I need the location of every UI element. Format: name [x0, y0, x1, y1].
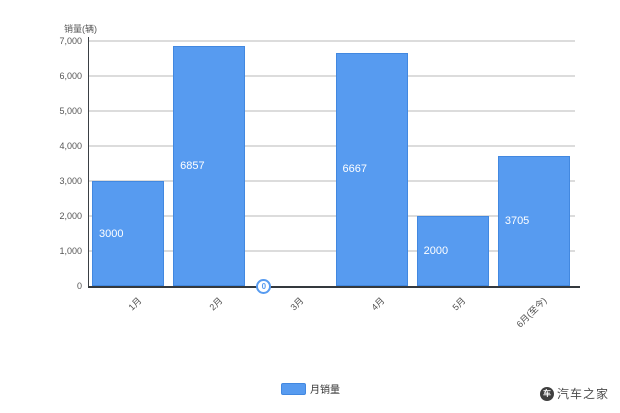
y-axis-tick-label: 2,000 [59, 211, 82, 221]
x-axis-tick-label: 4月 [369, 295, 387, 313]
legend-swatch-icon [281, 382, 306, 395]
bar-4月[interactable] [335, 52, 408, 286]
bar-1月[interactable] [92, 181, 164, 286]
x-axis-tick-label: 5月 [450, 295, 468, 313]
y-axis-tick-label: 7,000 [59, 36, 82, 46]
autohome-logo-icon: 车 [540, 386, 554, 401]
x-axis-tick-label: 6月(至今) [514, 295, 549, 330]
y-axis-tick-label: 3,000 [59, 176, 82, 186]
y-axis-tick-label: 0 [76, 281, 82, 291]
bar-value-label: 3000 [99, 227, 124, 240]
legend-label: 月销量 [310, 385, 340, 396]
gridline [88, 40, 575, 42]
bar-2月[interactable] [173, 46, 246, 286]
bar-5月[interactable] [416, 216, 489, 286]
gridline [88, 145, 575, 147]
y-axis-tick-label: 5,000 [59, 106, 82, 116]
bar-value-label: 6667 [342, 163, 367, 176]
watermark-text: 汽车之家 [557, 387, 610, 401]
y-axis-title: 销量(辆) [64, 24, 97, 34]
legend[interactable]: 月销量 [281, 381, 340, 396]
x-axis-tick-label: 1月 [126, 295, 144, 313]
watermark: 车 汽车之家 [540, 385, 609, 402]
bar-value-label: 3705 [504, 215, 530, 228]
gridline [88, 215, 575, 217]
bar-value-label: 6857 [180, 160, 205, 172]
bar-6月(至今)[interactable] [497, 156, 570, 286]
gridline [88, 250, 575, 252]
bar-value-label: 2000 [423, 245, 449, 257]
gridline [88, 75, 575, 77]
zero-value-badge: 0 [256, 279, 272, 294]
gridline [88, 110, 575, 112]
y-axis-tick-label: 1,000 [59, 246, 82, 256]
y-axis-tick-label: 4,000 [59, 141, 82, 151]
y-axis-tick-label: 6,000 [59, 71, 82, 81]
gridline [88, 180, 575, 182]
x-axis-line [88, 286, 580, 288]
x-axis-tick-label: 3月 [288, 295, 306, 313]
y-axis-line [88, 37, 89, 286]
x-axis-tick-label: 2月 [207, 295, 225, 313]
